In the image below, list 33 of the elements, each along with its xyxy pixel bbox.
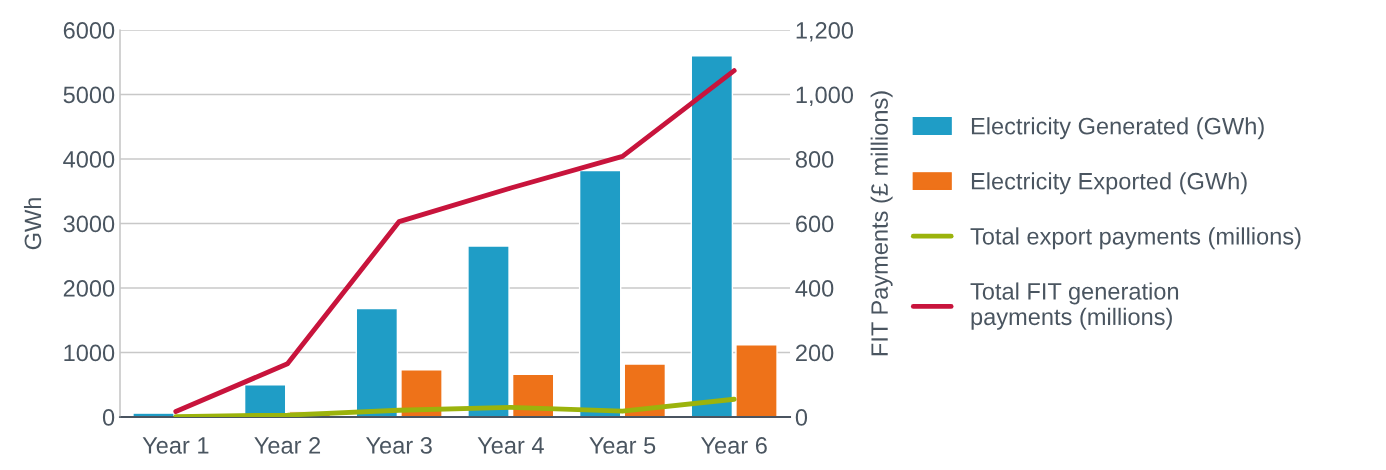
- legend-label: Electricity Generated (GWh): [971, 117, 1264, 140]
- bar: [578, 169, 622, 417]
- bar: [355, 307, 399, 417]
- x-tick-label: Year 5: [589, 437, 656, 454]
- y2-tick-label: 0: [795, 409, 808, 426]
- y2-tick-label: 800: [795, 151, 834, 168]
- bar: [467, 245, 510, 417]
- x-tick-label: Year 6: [700, 437, 767, 454]
- line-series: [173, 68, 737, 414]
- y-tick-label: 1000: [64, 344, 115, 362]
- legend-label: Total export payments (millions): [970, 227, 1301, 250]
- legend-label: Total FIT generation payments (millions): [970, 282, 1179, 330]
- x-tick-label: Year 4: [477, 437, 544, 454]
- x-tick-label: Year 2: [254, 437, 321, 454]
- y-tick-label: 5000: [63, 86, 115, 104]
- y2-tick-label: 600: [796, 215, 834, 233]
- y-tick-label: 3000: [63, 215, 115, 233]
- x-tick-label: Year 1: [142, 437, 209, 454]
- y2-tick-label: 1,200: [796, 22, 854, 42]
- y2-tick-label: 1,000: [796, 86, 854, 107]
- bar: [735, 344, 778, 417]
- y-axis-title: GWh: [23, 198, 42, 250]
- y-tick-label: 6000: [63, 22, 115, 39]
- x-tick-label: Year 3: [365, 437, 432, 454]
- y-tick-label: 4000: [63, 151, 115, 168]
- y-tick-label: 2000: [63, 280, 115, 297]
- y2-tick-label: 400: [795, 280, 834, 297]
- bar: [690, 55, 734, 417]
- y2-axis-title: FIT Payments (£ millions): [870, 91, 893, 356]
- y2-tick-label: 200: [796, 344, 834, 362]
- line-series: [173, 396, 737, 417]
- y-tick-label: 0: [102, 409, 115, 426]
- legend-label: Electricity Exported (GWh): [971, 172, 1247, 195]
